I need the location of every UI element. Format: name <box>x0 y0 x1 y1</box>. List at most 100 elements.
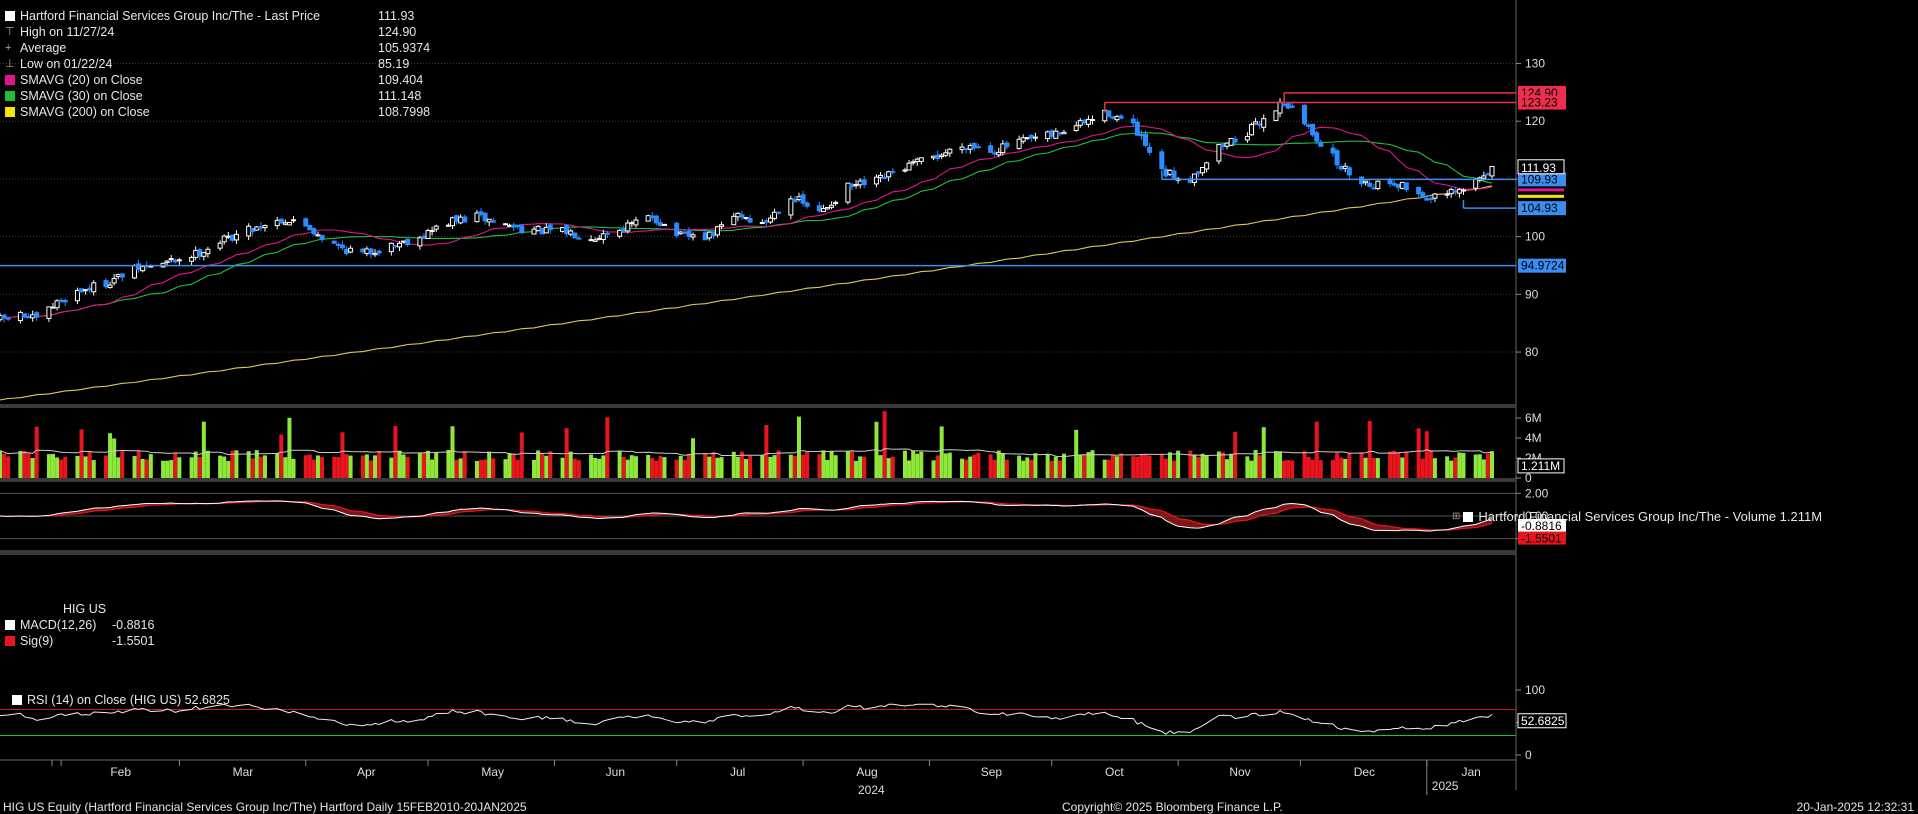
candle-body <box>176 259 182 262</box>
volume-bar <box>931 460 936 478</box>
sma200-axis-marker <box>1518 194 1564 198</box>
volume-bar <box>1229 453 1234 478</box>
candle-body <box>686 231 692 237</box>
candle-body <box>649 215 655 219</box>
volume-bar <box>1200 453 1205 478</box>
candle-body <box>278 218 284 224</box>
volume-bar <box>1225 459 1230 478</box>
volume-bar <box>1204 455 1209 478</box>
volume-bar <box>674 459 679 478</box>
candle-body <box>906 162 912 171</box>
candle-body <box>788 198 794 216</box>
volume-bar <box>1000 452 1005 478</box>
volume-bar <box>1074 429 1079 478</box>
volume-bar <box>1375 458 1380 478</box>
volume-bar <box>935 455 940 478</box>
volume-bar <box>1461 452 1466 478</box>
candle-body <box>719 224 725 227</box>
volume-bar <box>18 451 23 478</box>
volume-bar <box>825 459 830 478</box>
candle-body <box>1081 119 1087 124</box>
volume-bar <box>1172 460 1177 478</box>
volume-bar <box>1114 456 1119 478</box>
candle-body <box>796 196 802 201</box>
volume-bar <box>83 456 88 478</box>
candle-body <box>604 232 610 235</box>
volume-bar <box>1424 431 1429 478</box>
volume-bar <box>911 450 916 478</box>
candle-body <box>588 239 594 242</box>
candle-body <box>873 176 879 185</box>
volume-bar <box>629 455 634 478</box>
legend-row-sma200: SMAVG (200) on Close 108.7998 <box>5 104 435 120</box>
month-label: Jan <box>1461 765 1480 779</box>
volume-bar <box>462 451 467 478</box>
candle-body <box>935 154 941 159</box>
sma200-swatch <box>5 107 15 117</box>
volume-bar <box>947 452 952 478</box>
volume-bar <box>234 450 239 478</box>
volume-bar <box>507 453 512 478</box>
candle-body <box>1432 193 1438 199</box>
volume-bar <box>992 460 997 478</box>
volume-bar <box>34 426 39 478</box>
candle-body <box>1330 147 1336 154</box>
candle-body <box>229 234 235 241</box>
signal-last-label: -1.5501 <box>1521 532 1562 546</box>
volume-bar <box>1176 450 1181 478</box>
macd-swatch <box>5 620 15 630</box>
volume-bar <box>22 450 27 478</box>
time-axis: Feb Mar Apr May Jun Jul Aug Sep Oct Nov Dec Jan 2024… <box>0 759 1516 797</box>
volume-bar <box>491 458 496 478</box>
volume-swatch <box>1463 512 1474 522</box>
macd-row: MACD(12,26) -0.8816 <box>5 617 175 633</box>
candle-body <box>661 223 667 226</box>
volume-bar <box>246 451 251 478</box>
volume-bar <box>405 456 410 478</box>
volume-bar <box>576 460 581 478</box>
candle-body <box>1338 165 1344 170</box>
volume-bar <box>1388 451 1393 478</box>
candle-body <box>543 226 549 234</box>
volume-bar <box>1314 421 1319 478</box>
volume-bar <box>686 453 691 478</box>
candle-body <box>1220 144 1226 148</box>
rsi-legend-label: RSI (14) on Close (HIG US) 52.6825 <box>27 693 230 707</box>
candle-body <box>103 280 109 288</box>
volume-bar <box>1110 454 1115 478</box>
candle-body <box>1171 170 1177 179</box>
candle-body <box>1061 131 1067 135</box>
volume-bar <box>646 454 651 478</box>
candle-body <box>829 204 835 208</box>
volume-bar <box>434 452 439 478</box>
legend-value: 108.7998 <box>378 105 431 119</box>
candle-body <box>572 232 578 239</box>
volume-bar <box>1049 460 1054 478</box>
candle-body <box>861 179 867 186</box>
volume-bar <box>902 450 907 478</box>
volume-bar <box>454 459 459 478</box>
volume-bar <box>1078 454 1083 478</box>
volume-last-box <box>1517 458 1565 474</box>
candle-body <box>743 216 749 219</box>
volume-bar <box>87 451 92 478</box>
volume-bar <box>707 456 712 478</box>
volume-bar <box>344 454 349 478</box>
volume-bar <box>1331 459 1336 478</box>
candle-body <box>804 202 810 207</box>
volume-bar <box>776 450 781 478</box>
volume-bar <box>503 459 508 478</box>
volume-bar <box>75 455 80 478</box>
candle-body <box>189 256 195 262</box>
candle-body <box>201 252 207 257</box>
volume-bar <box>601 455 606 478</box>
expand-icon[interactable]: ⊞ <box>1452 511 1461 522</box>
legend-row-sma20: SMAVG (20) on Close 109.404 <box>5 72 435 88</box>
volume-bar <box>886 458 891 478</box>
candle-body <box>1118 115 1124 119</box>
candle-body <box>433 225 439 230</box>
candle-body <box>1049 130 1055 137</box>
sma30-line <box>0 132 1493 319</box>
volume-bar <box>764 424 769 478</box>
candle-body <box>1395 183 1401 188</box>
